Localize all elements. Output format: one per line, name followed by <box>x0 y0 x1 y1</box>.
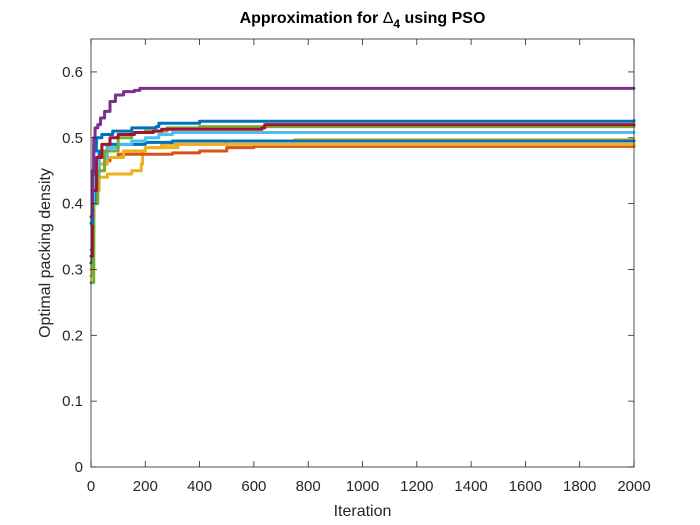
plot-frame <box>90 38 635 468</box>
series-line-7 <box>89 123 636 258</box>
y-axis-label: Optimal packing density <box>37 168 54 338</box>
y-tick-label: 0.1 <box>62 393 83 410</box>
x-tick-label: 800 <box>296 478 321 495</box>
x-tick-label: 1400 <box>454 478 487 495</box>
y-tick-label: 0.5 <box>62 130 83 147</box>
axes-layer: 0 200 400 600 800 1000 1200 1400 1600 1800 2000 0 0.… <box>62 39 651 495</box>
x-tick-label: 1600 <box>509 478 542 495</box>
chart-title-prefix: Approximation for <box>240 10 383 27</box>
x-axis-label: Iteration <box>334 503 392 520</box>
x-tick-label: 1000 <box>346 478 379 495</box>
series-line-9 <box>89 86 636 219</box>
y-tick-label: 0.3 <box>62 261 83 278</box>
x-tick-label: 400 <box>187 478 212 495</box>
chart-title-subscript: 4 <box>393 17 400 31</box>
y-tick-label: 0.4 <box>62 196 83 213</box>
chart-title-symbol: Δ <box>383 10 394 27</box>
x-tick-label: 1200 <box>400 478 433 495</box>
x-tick-label: 0 <box>87 478 95 495</box>
x-tick-label: 200 <box>133 478 158 495</box>
plot-area <box>91 39 634 467</box>
y-tick-label: 0.6 <box>62 64 83 81</box>
x-tick-label: 1800 <box>563 478 596 495</box>
x-tick-label: 600 <box>241 478 266 495</box>
y-tick-label: 0 <box>75 459 83 476</box>
y-tick-label: 0.2 <box>62 327 83 344</box>
x-tick-label: 2000 <box>617 478 650 495</box>
chart-title: Approximation for Δ4 using PSO <box>240 10 486 31</box>
chart-title-suffix: using PSO <box>400 10 485 27</box>
